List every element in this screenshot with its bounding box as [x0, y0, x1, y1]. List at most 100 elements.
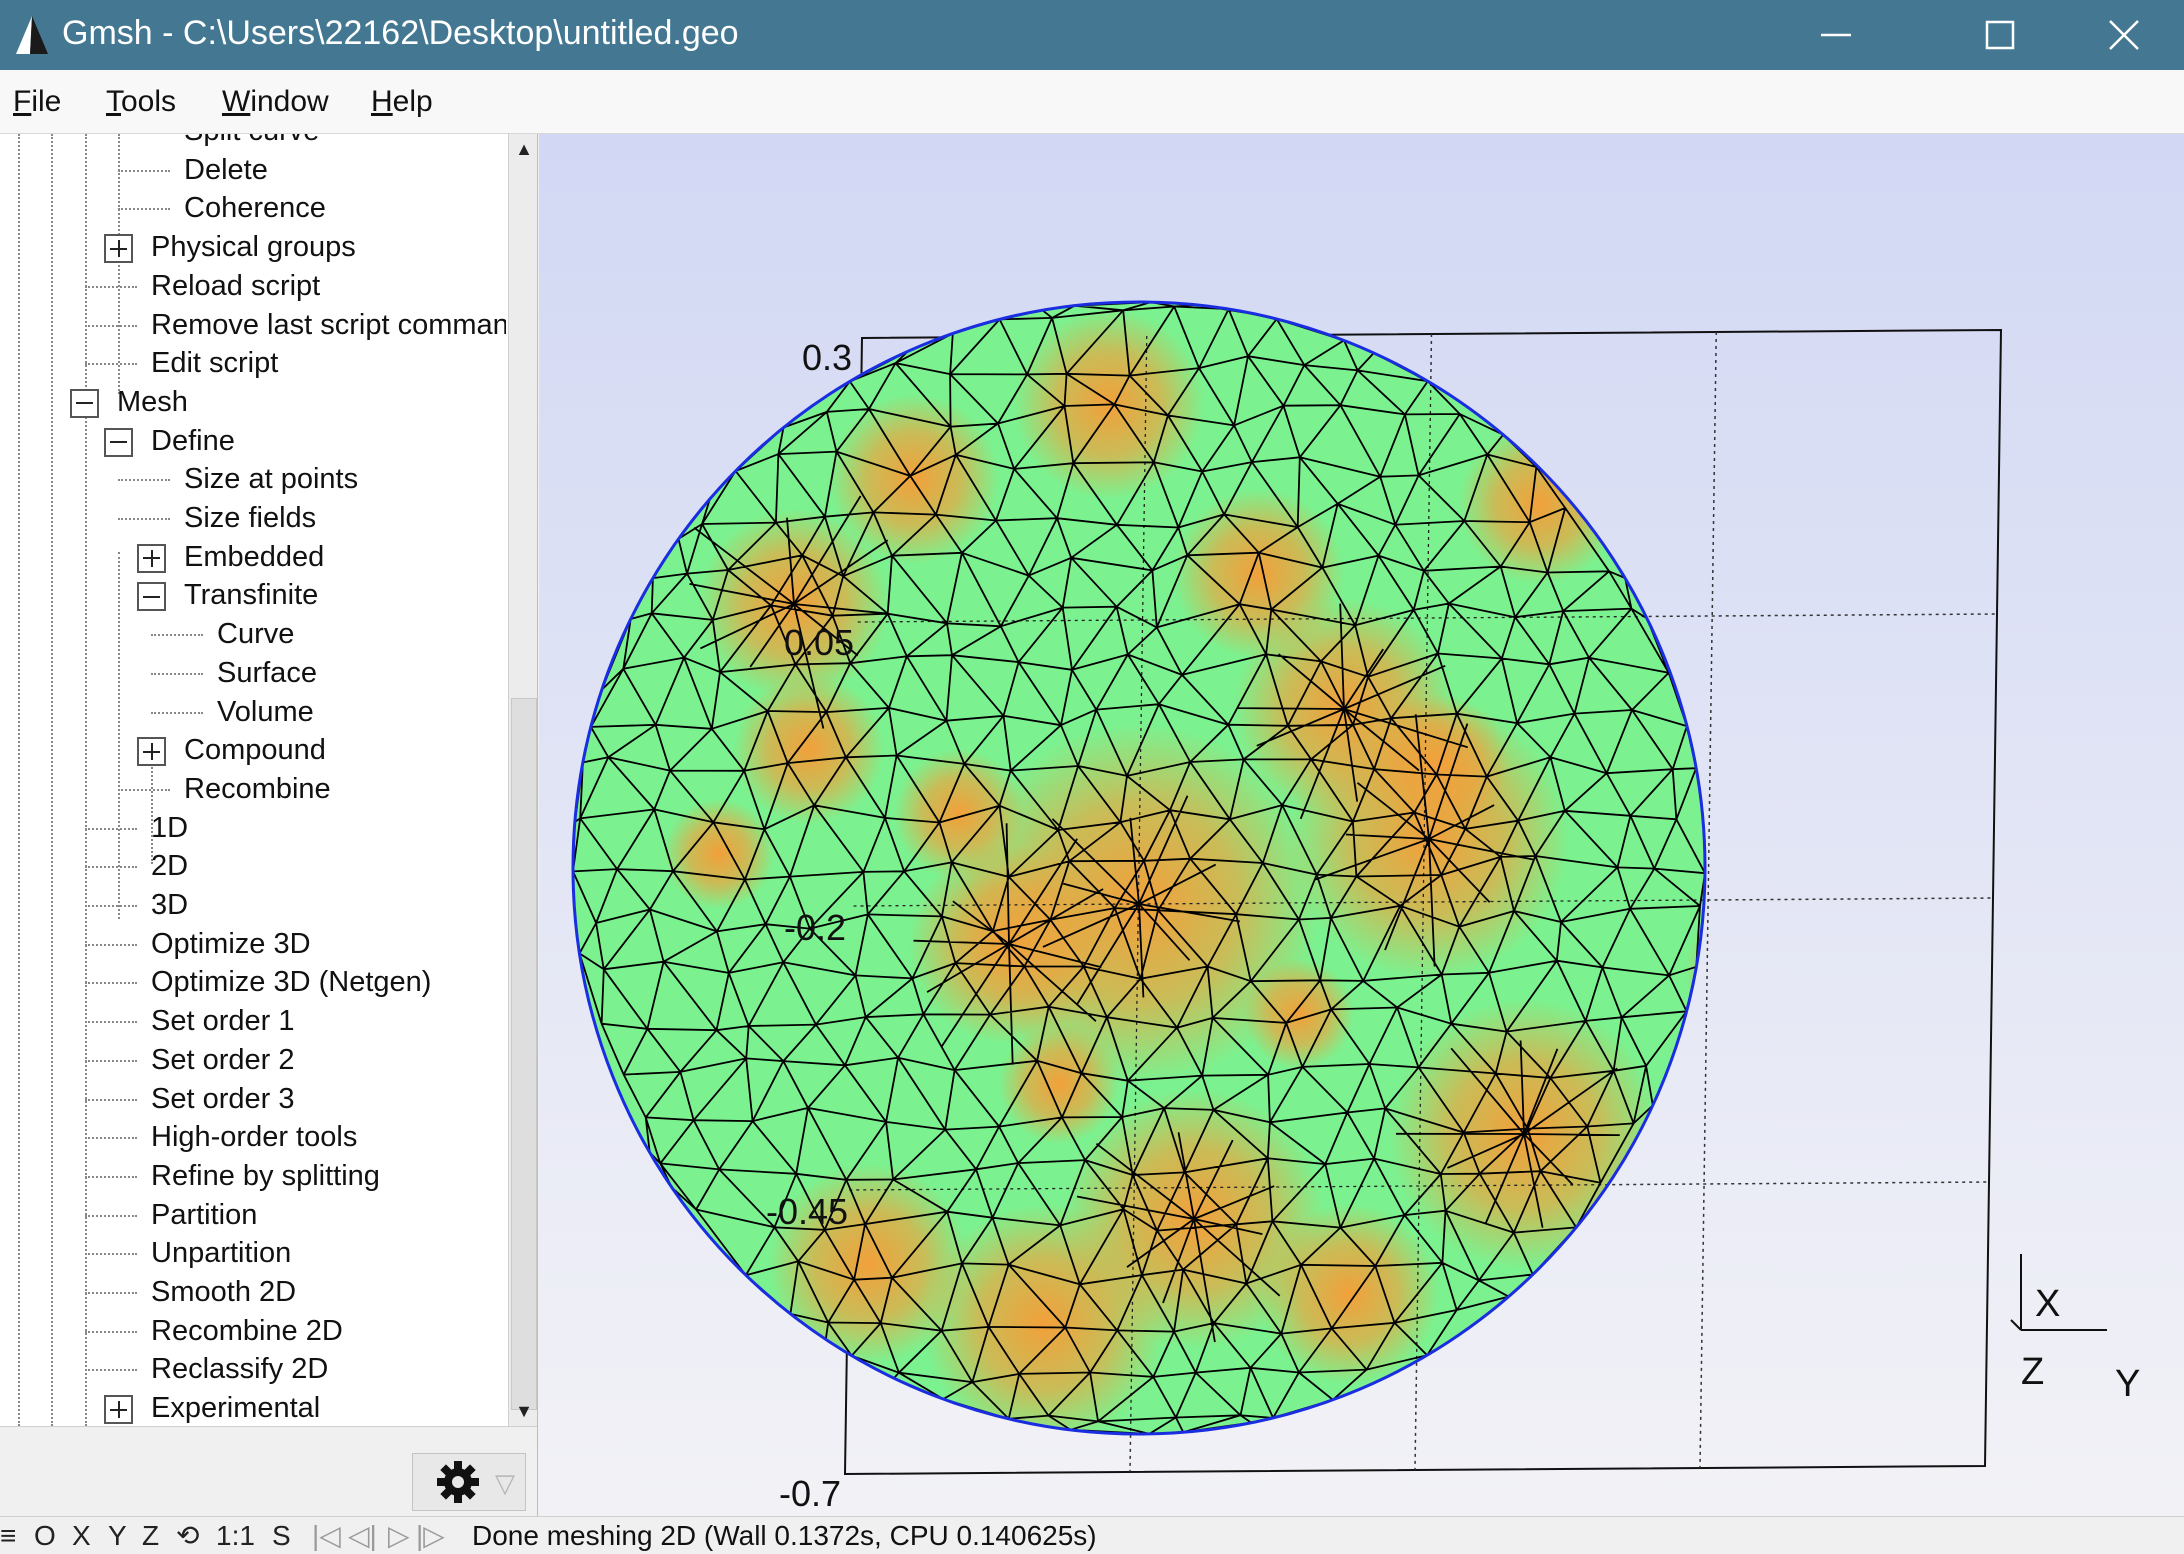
tree-item-unpartition[interactable]: Unpartition — [0, 1234, 506, 1272]
status-bar: ≡ O X Y Z ⟲ 1:1 S |◁ ◁| ▷ |▷ Done meshin… — [0, 1516, 2184, 1554]
tree-collapse-icon[interactable] — [137, 582, 166, 612]
view-y-button[interactable]: Y — [108, 1520, 127, 1551]
scroll-down-arrow[interactable]: ▼ — [515, 1400, 533, 1421]
tree-item-delete[interactable]: Delete — [0, 151, 506, 189]
mesh-surface — [573, 302, 1705, 1434]
tree-collapse-icon[interactable] — [104, 427, 133, 457]
minimize-icon — [1821, 33, 1851, 37]
maximize-icon — [1985, 20, 2015, 50]
tree-item-3d[interactable]: 3D — [0, 886, 506, 924]
tree-item-define[interactable]: Define — [0, 422, 506, 460]
rotate-icon[interactable]: ⟲ — [176, 1520, 200, 1551]
axis-tick-neg0.45: -0.45 — [766, 1191, 848, 1232]
glow-spot — [1174, 489, 1344, 659]
glow-spot — [1244, 959, 1354, 1069]
tree-item-volume[interactable]: Volume — [0, 693, 506, 731]
tree-item-label: Embedded — [184, 540, 325, 573]
tree-item-recombine-2d[interactable]: Recombine 2D — [0, 1312, 506, 1350]
tree-branch-line — [85, 1059, 137, 1062]
tree-collapse-icon[interactable] — [70, 388, 99, 418]
select-button[interactable]: S — [272, 1520, 291, 1551]
tree-guide-line — [85, 134, 87, 1426]
tree-branch-line — [85, 1175, 137, 1178]
close-icon — [2109, 20, 2139, 50]
scale-1to1-button[interactable]: 1:1 — [216, 1520, 255, 1551]
tree-branch-line — [85, 324, 137, 327]
graphics-window[interactable]: 0.3 0.05 -0.2 -0.45 -0.7 X Y Z — [539, 134, 2184, 1516]
tree-item-label: Set order 1 — [151, 1005, 295, 1038]
tree-item-optimize-3d-netgen[interactable]: Optimize 3D (Netgen) — [0, 963, 506, 1001]
anim-first-icon[interactable]: |◁ — [312, 1520, 341, 1551]
tree-item-remove-last-script-command[interactable]: Remove last script command — [0, 306, 506, 344]
tree-item-size-at-points[interactable]: Size at points — [0, 460, 506, 498]
tree-item-recombine[interactable]: Recombine — [0, 770, 506, 808]
tree-item-label: Curve — [217, 618, 295, 651]
tree-item-coherence[interactable]: Coherence — [0, 189, 506, 227]
anim-prev-icon[interactable]: ◁| — [348, 1520, 377, 1551]
tree-item-1d[interactable]: 1D — [0, 809, 506, 847]
tree-item-embedded[interactable]: Embedded — [0, 538, 506, 576]
tree-item-reload-script[interactable]: Reload script — [0, 267, 506, 305]
tree-item-refine-by-splitting[interactable]: Refine by splitting — [0, 1157, 506, 1195]
view-ortho-button[interactable]: O — [34, 1520, 56, 1551]
tree-item-physical-groups[interactable]: Physical groups — [0, 228, 506, 266]
tree-branch-line — [85, 285, 137, 288]
tree-branch-line — [151, 634, 203, 637]
tree-branch-line — [151, 672, 203, 675]
tree-branch-line — [85, 1369, 137, 1372]
scroll-thumb[interactable] — [511, 698, 537, 1410]
tree-item-surface[interactable]: Surface — [0, 654, 506, 692]
tree-branch-line — [85, 905, 137, 907]
tree-item-size-fields[interactable]: Size fields — [0, 499, 506, 537]
options-gear-button[interactable]: ▽ — [412, 1453, 526, 1511]
tree-item-split-curve[interactable]: Split curve — [0, 134, 506, 150]
tree-item-optimize-3d[interactable]: Optimize 3D — [0, 925, 506, 963]
mesh-view[interactable]: 0.3 0.05 -0.2 -0.45 -0.7 X Y Z — [539, 134, 2184, 1516]
close-button[interactable] — [2064, 0, 2184, 70]
glow-spot — [1259, 1204, 1439, 1384]
tree-item-compound[interactable]: Compound — [0, 731, 506, 769]
tree-expand-icon[interactable] — [104, 234, 133, 264]
maximize-button[interactable] — [1940, 0, 2060, 70]
view-z-button[interactable]: Z — [142, 1520, 160, 1551]
tree-item-experimental[interactable]: Experimental — [0, 1389, 506, 1426]
module-tree: Split curve Delete Coherence Physical group… — [0, 134, 506, 1426]
tree-item-transfinite[interactable]: Transfinite — [0, 576, 506, 614]
tree-item-edit-script[interactable]: Edit script — [0, 344, 506, 382]
minimize-button[interactable] — [1776, 0, 1896, 70]
tree-item-2d[interactable]: 2D — [0, 847, 506, 885]
anim-next-icon[interactable]: |▷ — [416, 1520, 445, 1551]
tree-item-smooth-2d[interactable]: Smooth 2D — [0, 1273, 506, 1311]
tree-item-mesh[interactable]: Mesh — [0, 383, 506, 421]
window-title: Gmsh - C:\Users\22162\Desktop\untitled.g… — [62, 14, 739, 52]
tree-guide-line — [118, 552, 120, 919]
tree-expand-icon[interactable] — [104, 1395, 133, 1425]
tree-item-set-order-2[interactable]: Set order 2 — [0, 1041, 506, 1079]
tree-guide-line — [118, 134, 120, 394]
menu-file[interactable]: File — [13, 84, 61, 120]
tree-item-set-order-1[interactable]: Set order 1 — [0, 1002, 506, 1040]
tree-expand-icon[interactable] — [137, 543, 166, 573]
tree-item-label: Set order 3 — [151, 1082, 295, 1115]
tree-expand-icon[interactable] — [137, 737, 166, 767]
tree-scrollbar[interactable]: ▲ ▼ — [508, 134, 537, 1426]
tree-item-label: High-order tools — [151, 1121, 358, 1154]
tree-item-label: Partition — [151, 1198, 258, 1231]
tree-item-set-order-3[interactable]: Set order 3 — [0, 1080, 506, 1118]
axis-y-label: Y — [2115, 1363, 2140, 1405]
status-menu-icon[interactable]: ≡ — [0, 1520, 17, 1551]
tree-item-partition[interactable]: Partition — [0, 1196, 506, 1234]
menu-tools[interactable]: Tools — [106, 84, 176, 120]
tree-item-curve[interactable]: Curve — [0, 615, 506, 653]
anim-play-icon[interactable]: ▷ — [388, 1520, 410, 1551]
tree-branch-line — [118, 479, 170, 482]
tree-item-label: Compound — [184, 734, 326, 767]
tree-item-high-order-tools[interactable]: High-order tools — [0, 1118, 506, 1156]
tree-branch-line — [85, 827, 137, 830]
scroll-up-arrow[interactable]: ▲ — [515, 138, 533, 159]
menu-help[interactable]: Help — [371, 84, 433, 120]
tree-branch-line — [118, 518, 170, 520]
view-x-button[interactable]: X — [72, 1520, 91, 1551]
tree-item-reclassify-2d[interactable]: Reclassify 2D — [0, 1350, 506, 1388]
menu-window[interactable]: Window — [222, 84, 329, 120]
